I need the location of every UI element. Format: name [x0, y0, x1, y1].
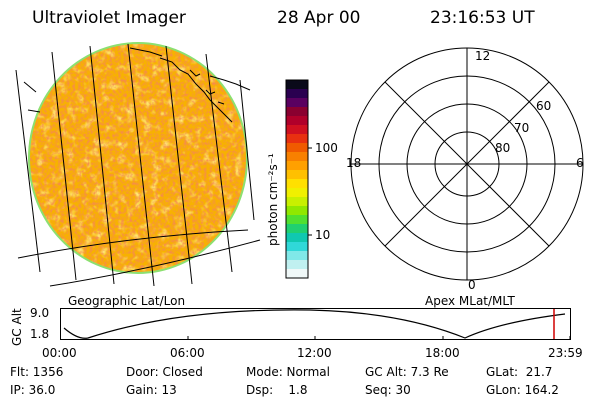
mlt-label-6: 6: [576, 156, 584, 170]
colorbar-step: [286, 269, 308, 279]
uv-earth-image: [15, 42, 261, 287]
colorbar-step: [286, 107, 308, 117]
colorbar-step: [286, 161, 308, 171]
mode-value: Mode: Normal: [246, 365, 330, 379]
gain-value: Gain: 13: [126, 383, 177, 397]
mlat-label-80: 80: [495, 141, 510, 155]
colorbar-step: [286, 116, 308, 126]
mlat-label-60: 60: [536, 99, 551, 113]
instrument-title: Ultraviolet Imager: [32, 8, 186, 28]
dsp-value: Dsp: 1.8: [246, 383, 308, 397]
map-projection-label: Geographic Lat/Lon: [68, 294, 186, 308]
door-status: Door: Closed: [126, 365, 203, 379]
sequence-number: Seq: 30: [365, 383, 411, 397]
timeline-xtick-1200: 12:00: [297, 346, 332, 360]
orbit-altitude-timeline: [60, 308, 571, 340]
colorbar-step: [286, 125, 308, 135]
timeline-axis-label: GC Alt: [10, 308, 24, 346]
flight-number: Flt: 1356: [10, 365, 64, 379]
colorbar-unit-label: photon cm⁻²s⁻¹: [266, 153, 280, 246]
mlt-label-0: 0: [468, 278, 476, 292]
timeline-xtick-0600: 06:00: [170, 346, 205, 360]
colorbar-tick-100: 100: [315, 141, 338, 155]
observation-time: 23:16:53 UT: [430, 8, 535, 28]
colorbar-step: [286, 152, 308, 162]
mlat-label-70: 70: [514, 121, 529, 135]
colorbar-step: [286, 233, 308, 243]
timeline-xtick-0000: 00:00: [42, 346, 77, 360]
gc-altitude: GC Alt: 7.3 Re: [365, 365, 449, 379]
colorbar-step: [286, 242, 308, 252]
geographic-latitude: GLat: 21.7: [486, 365, 553, 379]
mlt-label-18: 18: [346, 156, 361, 170]
colorbar-step: [286, 206, 308, 216]
timeline-ytick-low: 1.8: [30, 327, 50, 341]
coastline: [129, 47, 251, 123]
colorbar-step: [286, 251, 308, 261]
colorbar-step: [286, 215, 308, 225]
mlt-label-12: 12: [475, 49, 490, 63]
colorbar-step: [286, 143, 308, 153]
timeline-ytick-high: 9.0: [30, 306, 50, 320]
colorbar-step: [286, 170, 308, 180]
colorbar-step: [286, 224, 308, 234]
ip-value: IP: 36.0: [10, 383, 56, 397]
color-scale-bar: [285, 79, 312, 279]
timeline-xtick-1800: 18:00: [425, 346, 460, 360]
colorbar-tick-10: 10: [315, 228, 331, 242]
colorbar-step: [286, 80, 308, 90]
apex-polar-plot: 12 18 6 0 60 70 80: [346, 47, 584, 292]
polar-projection-label: Apex MLat/MLT: [425, 294, 515, 308]
colorbar-step: [286, 134, 308, 144]
lat-lon-grid: [15, 43, 261, 287]
geographic-longitude: GLon: 164.2: [486, 383, 559, 397]
colorbar-step: [286, 260, 308, 270]
colorbar-step: [286, 188, 308, 198]
timeline-xtick-2359: 23:59: [548, 346, 583, 360]
colorbar-step: [286, 89, 308, 99]
observation-date: 28 Apr 00: [277, 8, 361, 28]
colorbar-step: [286, 179, 308, 189]
colorbar-step: [286, 197, 308, 207]
colorbar-step: [286, 98, 308, 108]
